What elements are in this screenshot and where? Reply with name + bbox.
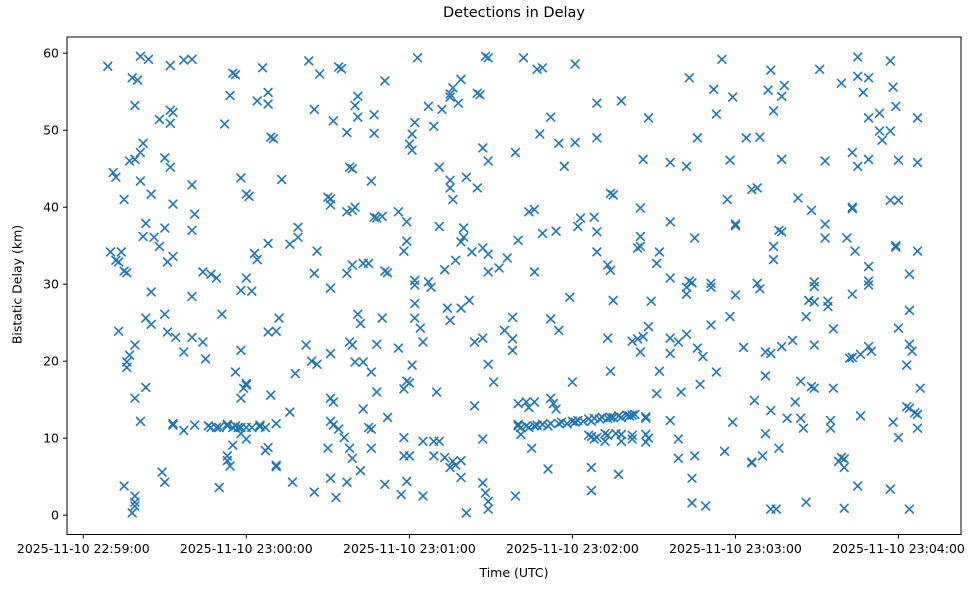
y-tick-label: 30 <box>43 277 59 292</box>
x-tick-label: 2025-11-10 23:00:00 <box>180 541 313 556</box>
plot-frame <box>66 36 962 535</box>
scatter-markers <box>103 51 925 518</box>
y-tick-label: 0 <box>51 508 59 523</box>
y-tick-label: 10 <box>43 431 59 446</box>
y-tick-label: 20 <box>43 354 59 369</box>
x-tick-label: 2025-11-10 23:02:00 <box>506 541 639 556</box>
x-tick-label: 2025-11-10 22:59:00 <box>17 541 150 556</box>
x-tick-label: 2025-11-10 23:03:00 <box>669 541 802 556</box>
y-tick-label: 50 <box>43 123 59 138</box>
y-axis-label: Bistatic Delay (km) <box>9 224 25 345</box>
x-tick-label: 2025-11-10 23:04:00 <box>832 541 965 556</box>
y-tick-label: 60 <box>43 46 59 61</box>
x-axis-label: Time (UTC) <box>479 565 549 580</box>
chart-title: Detections in Delay <box>442 5 585 21</box>
y-tick-label: 40 <box>43 200 59 215</box>
x-tick-label: 2025-11-10 23:01:00 <box>343 541 476 556</box>
